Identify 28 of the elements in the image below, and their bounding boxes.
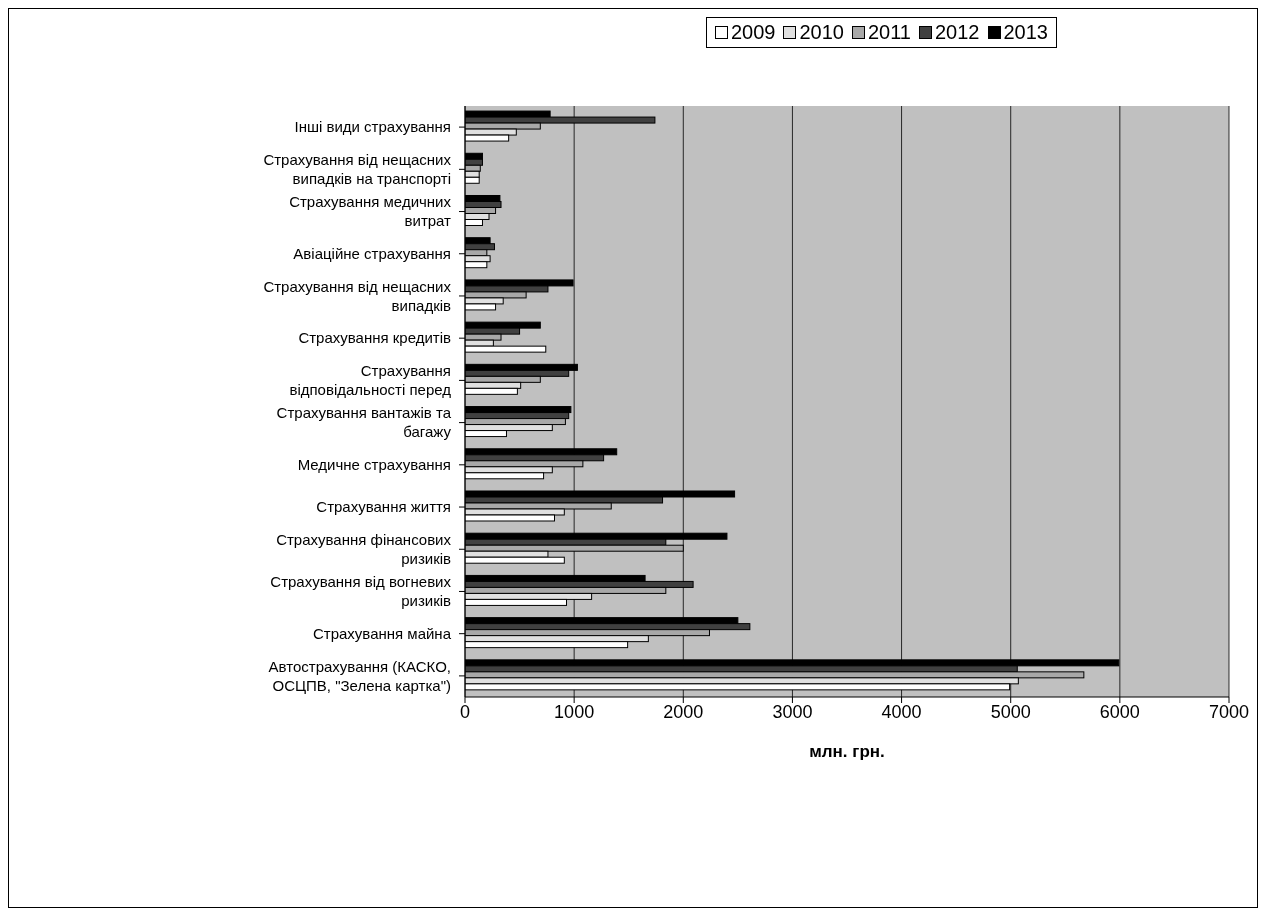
x-tick-label: 7000	[1208, 701, 1250, 722]
legend-label: 2013	[1002, 21, 1048, 44]
x-axis-title: млн. грн.	[809, 742, 885, 762]
y-tick-label: Страхування життя	[316, 498, 451, 516]
legend-label: 2012	[934, 21, 980, 44]
y-tick-label: Страхування майна	[312, 624, 452, 642]
legend-label: 2010	[798, 21, 844, 44]
y-tick-label: Страхування відповідальності перед	[289, 362, 452, 399]
x-tick-label: 2000	[663, 701, 704, 722]
x-tick-label: 6000	[1099, 701, 1140, 722]
x-tick-label: 0	[459, 701, 471, 722]
y-tick-label: Страхування вантажів та багажу	[276, 404, 452, 441]
x-tick-label: 1000	[554, 701, 595, 722]
legend-label: 2009	[730, 21, 776, 44]
y-tick-label: Страхування від вогневих ризиків	[270, 573, 452, 610]
y-tick-label: Страхування кредитів	[298, 329, 452, 347]
y-tick-label: Страхування фінансових ризиків	[276, 531, 452, 567]
y-tick-label: Інші види страхування	[294, 118, 451, 136]
y-tick-label: Страхування від нещасних випадків	[263, 277, 452, 314]
y-tick-label: Медичне страхування	[297, 456, 451, 474]
x-tick-label: 3000	[772, 701, 813, 722]
y-tick-label: Авіаційне страхування	[293, 245, 451, 262]
y-tick-label: Страхування від нещасних випадків на транспорті	[263, 151, 452, 188]
y-tick-label: Страхування медичних витрат	[289, 193, 452, 230]
y-tick-label: Автострахування (КАСКО, ОСЦПВ, "Зелена картка")	[268, 657, 451, 694]
x-tick-label: 4000	[881, 701, 922, 722]
legend-label: 2011	[867, 21, 911, 44]
x-tick-label: 5000	[990, 701, 1031, 722]
